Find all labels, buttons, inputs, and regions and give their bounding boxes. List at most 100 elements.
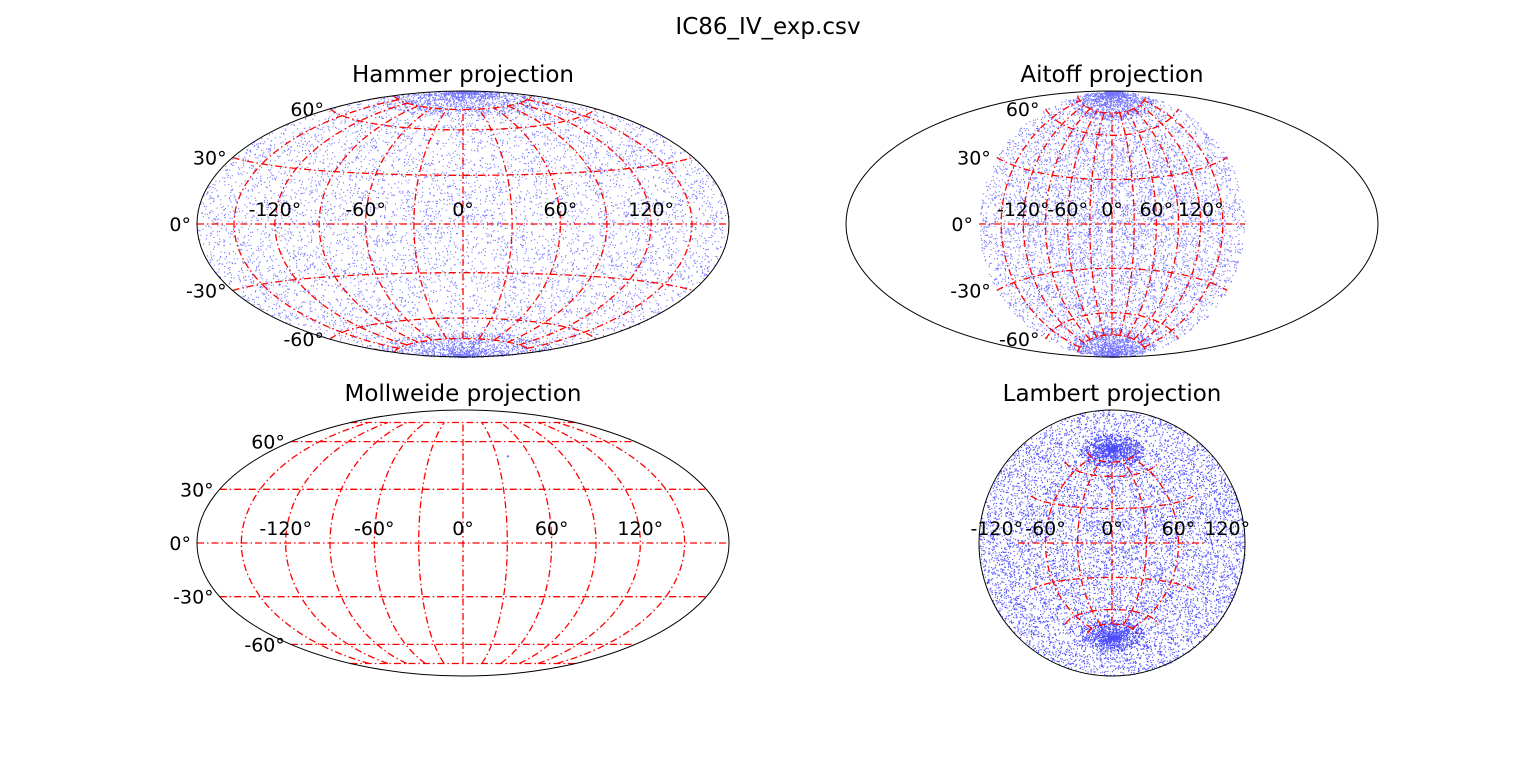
mollweide-y-tick-label: -30°	[173, 587, 214, 609]
hammer-y-tick-label: 30°	[193, 148, 227, 170]
hammer-panel: Hammer projection -120° -60° 0° 60° 120° 60° 3…	[169, 62, 730, 359]
hammer-meridian--30	[413, 108, 448, 340]
hammer-point-cloud	[198, 91, 730, 359]
mollweide-y-tick-label: -60°	[244, 634, 285, 656]
aitoff-x-tick-label: -60°	[1047, 199, 1088, 221]
mollweide-y-tick-label: 0°	[169, 533, 191, 555]
hammer-meridian--90	[318, 105, 419, 343]
mollweide-panel: Mollweide projection -120° -60° 0° 60° 120° 6…	[169, 381, 730, 677]
lambert-title: Lambert projection	[1003, 381, 1222, 407]
aitoff-meridian-30	[1119, 112, 1135, 336]
mollweide-meridian-90	[519, 421, 597, 665]
aitoff-panel: Aitoff projection -120°-60° 0° 60° 120°60°3…	[845, 62, 1379, 359]
hammer-frame	[196, 90, 730, 358]
hammer-meridian-150	[527, 98, 693, 350]
hammer-y-tick-label: 0°	[169, 214, 191, 236]
mollweide-meridian-120	[537, 421, 641, 665]
mollweide-y-tick-label: 30°	[180, 479, 214, 501]
figure-suptitle: IC86_IV_exp.csv	[675, 14, 860, 40]
hammer-x-tick-label: -60°	[345, 199, 386, 221]
hammer-x-ticks: -120° -60° 0° 60° 120°	[249, 199, 674, 221]
aitoff-y-tick-label: 0°	[951, 214, 973, 236]
hammer-meridian-60	[493, 107, 562, 341]
lambert-frame	[978, 409, 1246, 677]
aitoff-x-tick-label: 120°	[1178, 199, 1224, 221]
mollweide-x-ticks: -120° -60° 0° 60° 120°	[259, 518, 663, 540]
mollweide-x-tick-label: 60°	[535, 518, 569, 540]
hammer-x-tick-label: 120°	[628, 199, 674, 221]
mollweide-meridian-60	[500, 421, 553, 665]
hammer-y-tick-label: -30°	[186, 281, 227, 303]
mollweide-meridian--120	[285, 421, 389, 665]
aitoff-meridian--90	[1044, 108, 1091, 340]
aitoff-meridian--120	[1022, 104, 1085, 344]
aitoff-meridian--30	[1089, 112, 1105, 336]
lambert-x-tick-label: 0°	[1101, 518, 1123, 540]
mollweide-x-tick-label: 0°	[452, 518, 474, 540]
mollweide-x-tick-label: 120°	[617, 518, 663, 540]
hammer-x-tick-label: -120°	[249, 199, 302, 221]
hammer-y-tick-label: 60°	[290, 99, 324, 121]
aitoff-parallel--30	[996, 267, 1228, 292]
aitoff-meridian--60	[1067, 110, 1098, 338]
lambert-meridian--30	[1076, 460, 1102, 626]
mollweide-meridian--60	[373, 421, 426, 665]
aitoff-y-tick-label: 30°	[957, 148, 991, 170]
lambert-grid	[1018, 452, 1206, 634]
hammer-y-ticks: 60° 30° 0° -30° -60°	[169, 99, 324, 351]
lambert-meridian-60	[1131, 456, 1180, 630]
lambert-x-tick-label: -60°	[1025, 518, 1066, 540]
aitoff-point-cloud	[980, 91, 1246, 359]
mollweide-x-tick-label: -60°	[354, 518, 395, 540]
lambert-meridian-30	[1122, 460, 1148, 626]
aitoff-y-ticks: 60° 30° 0° -30° -60°	[950, 99, 1039, 351]
lambert-meridian--60	[1044, 456, 1093, 630]
aitoff-y-tick-label: 60°	[1006, 99, 1040, 121]
aitoff-x-tick-label: 0°	[1101, 199, 1123, 221]
hammer-grid	[197, 95, 729, 353]
lambert-x-tick-label: 60°	[1162, 518, 1196, 540]
hammer-points	[198, 91, 730, 359]
mollweide-y-tick-label: 60°	[251, 432, 285, 454]
mollweide-meridian--150	[240, 421, 370, 665]
mollweide-frame	[196, 409, 730, 677]
aitoff-points	[980, 91, 1246, 359]
mollweide-x-tick-label: -120°	[259, 518, 312, 540]
aitoff-y-tick-label: -30°	[950, 281, 991, 303]
mollweide-meridian-150	[556, 421, 686, 665]
aitoff-meridian-90	[1133, 108, 1180, 340]
aitoff-y-tick-label: -60°	[999, 329, 1040, 351]
hammer-y-tick-label: -60°	[283, 329, 324, 351]
hammer-x-tick-label: 60°	[544, 199, 578, 221]
lambert-parallel-30	[1030, 495, 1194, 510]
hammer-title: Hammer projection	[352, 62, 574, 88]
mollweide-y-ticks: 60° 30° 0° -30° -60°	[169, 432, 284, 657]
aitoff-grid	[979, 95, 1245, 353]
hammer-meridian-90	[507, 105, 608, 343]
hammer-meridian--120	[274, 102, 408, 346]
mollweide-meridian--90	[329, 421, 407, 665]
aitoff-x-ticks: -120°-60° 0° 60° 120°	[997, 199, 1224, 221]
aitoff-frame	[845, 90, 1379, 358]
mollweide-grid	[197, 421, 729, 665]
lambert-x-tick-label: -120°	[970, 518, 1023, 540]
hammer-meridian--150	[233, 98, 399, 350]
hammer-meridian-120	[518, 102, 652, 346]
lambert-x-tick-label: 120°	[1204, 518, 1250, 540]
lambert-x-ticks: -120° -60° 0° 60° 120°	[970, 518, 1250, 540]
mollweide-title: Mollweide projection	[345, 381, 582, 407]
lambert-parallel-60	[1064, 461, 1160, 478]
hammer-meridian-30	[478, 108, 513, 340]
aitoff-title: Aitoff projection	[1020, 62, 1203, 88]
aitoff-meridian-60	[1126, 110, 1157, 338]
aitoff-meridian-120	[1139, 104, 1202, 344]
hammer-x-tick-label: 0°	[452, 199, 474, 221]
lambert-point-cloud	[979, 410, 1246, 677]
lambert-points	[979, 410, 1246, 677]
aitoff-x-tick-label: 60°	[1139, 199, 1173, 221]
mollweide-point-0	[506, 455, 509, 458]
hammer-meridian--60	[364, 107, 433, 341]
hammer-parallel--30	[232, 272, 694, 292]
aitoff-x-tick-label: -120°	[997, 199, 1050, 221]
